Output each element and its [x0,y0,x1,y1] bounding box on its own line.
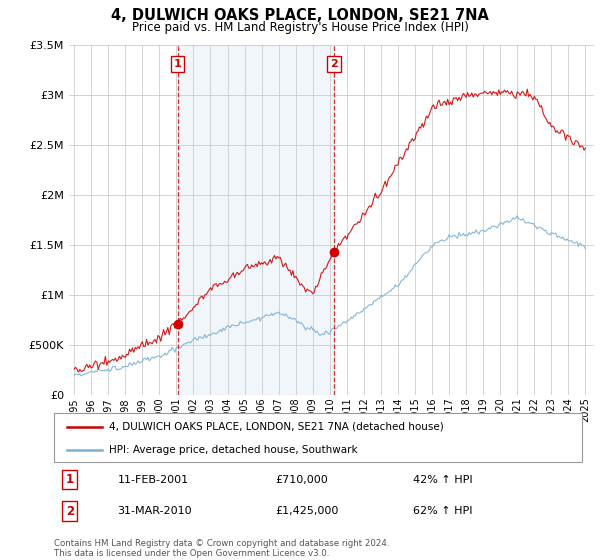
Text: HPI: Average price, detached house, Southwark: HPI: Average price, detached house, Sout… [109,445,358,455]
Text: 4, DULWICH OAKS PLACE, LONDON, SE21 7NA (detached house): 4, DULWICH OAKS PLACE, LONDON, SE21 7NA … [109,422,444,432]
FancyBboxPatch shape [54,413,582,462]
Text: 2: 2 [66,505,74,517]
Text: Price paid vs. HM Land Registry's House Price Index (HPI): Price paid vs. HM Land Registry's House … [131,21,469,34]
Text: 42% ↑ HPI: 42% ↑ HPI [413,475,473,484]
Text: 62% ↑ HPI: 62% ↑ HPI [413,506,473,516]
Text: 1: 1 [174,59,182,69]
Text: £710,000: £710,000 [276,475,329,484]
Text: Contains HM Land Registry data © Crown copyright and database right 2024.
This d: Contains HM Land Registry data © Crown c… [54,539,389,558]
Text: 11-FEB-2001: 11-FEB-2001 [118,475,188,484]
Text: 2: 2 [330,59,338,69]
Bar [178,45,334,395]
Text: 31-MAR-2010: 31-MAR-2010 [118,506,192,516]
Text: £1,425,000: £1,425,000 [276,506,339,516]
Text: 1: 1 [66,473,74,486]
Text: 4, DULWICH OAKS PLACE, LONDON, SE21 7NA: 4, DULWICH OAKS PLACE, LONDON, SE21 7NA [111,8,489,24]
